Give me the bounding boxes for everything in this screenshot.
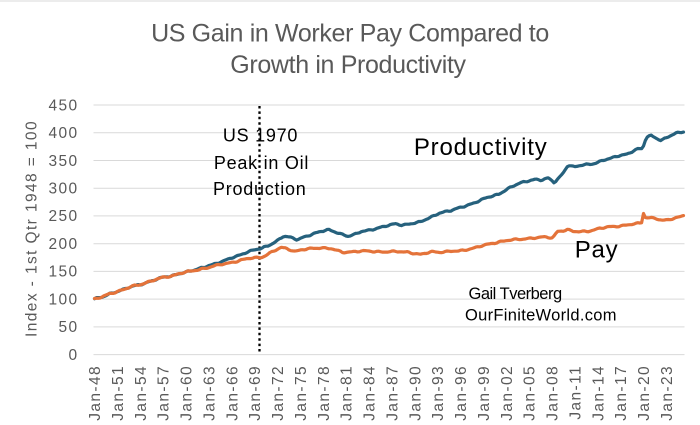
svg-text:450: 450 <box>48 97 78 114</box>
svg-text:Jan-78: Jan-78 <box>316 365 333 421</box>
svg-text:Pay: Pay <box>575 236 619 263</box>
svg-text:50: 50 <box>58 319 78 336</box>
svg-text:Jan-08: Jan-08 <box>545 365 562 421</box>
svg-text:Jan-23: Jan-23 <box>659 365 676 421</box>
svg-text:Peak in Oil: Peak in Oil <box>214 153 309 173</box>
svg-text:Jan-93: Jan-93 <box>430 365 447 421</box>
svg-text:400: 400 <box>48 125 78 142</box>
svg-text:Jan-17: Jan-17 <box>613 365 630 421</box>
svg-text:Jan-84: Jan-84 <box>362 365 379 421</box>
svg-text:Jan-14: Jan-14 <box>590 365 607 421</box>
svg-text:Jan-20: Jan-20 <box>636 365 653 421</box>
svg-text:150: 150 <box>48 264 78 281</box>
svg-text:Jan-57: Jan-57 <box>156 365 173 421</box>
svg-text:Production: Production <box>213 179 307 199</box>
svg-text:Jan-81: Jan-81 <box>339 365 356 421</box>
svg-text:Jan-87: Jan-87 <box>385 365 402 421</box>
svg-text:250: 250 <box>48 208 78 225</box>
svg-text:200: 200 <box>48 236 78 253</box>
svg-text:Jan-90: Jan-90 <box>407 365 424 421</box>
svg-text:Jan-60: Jan-60 <box>179 365 196 421</box>
svg-text:100: 100 <box>48 291 78 308</box>
svg-text:Jan-72: Jan-72 <box>270 365 287 421</box>
svg-text:US Gain in Worker Pay Compared: US Gain in Worker Pay Compared to <box>151 20 549 48</box>
svg-text:300: 300 <box>48 181 78 198</box>
svg-text:Jan-69: Jan-69 <box>247 365 264 421</box>
svg-text:350: 350 <box>48 153 78 170</box>
svg-text:0: 0 <box>68 347 78 364</box>
svg-text:Productivity: Productivity <box>414 134 548 161</box>
svg-text:Gail Tverberg: Gail Tverberg <box>469 285 562 303</box>
svg-text:Jan-05: Jan-05 <box>522 365 539 421</box>
svg-text:Jan-11: Jan-11 <box>568 365 585 420</box>
svg-text:Jan-54: Jan-54 <box>133 365 150 421</box>
svg-text:Jan-48: Jan-48 <box>87 365 104 421</box>
svg-text:Growth in Productivity: Growth in Productivity <box>230 51 466 79</box>
svg-text:Jan-99: Jan-99 <box>476 365 493 421</box>
svg-text:US 1970: US 1970 <box>223 125 298 145</box>
svg-text:Jan-66: Jan-66 <box>224 365 241 421</box>
svg-text:Jan-75: Jan-75 <box>293 365 310 421</box>
svg-text:Index - 1st Qtr 1948 = 100: Index - 1st Qtr 1948 = 100 <box>24 120 41 337</box>
svg-text:Jan-96: Jan-96 <box>453 365 470 421</box>
svg-text:OurFiniteWorld.com: OurFiniteWorld.com <box>465 307 617 325</box>
svg-text:Jan-02: Jan-02 <box>499 365 516 421</box>
svg-text:Jan-51: Jan-51 <box>110 365 127 421</box>
svg-text:Jan-63: Jan-63 <box>201 365 218 421</box>
